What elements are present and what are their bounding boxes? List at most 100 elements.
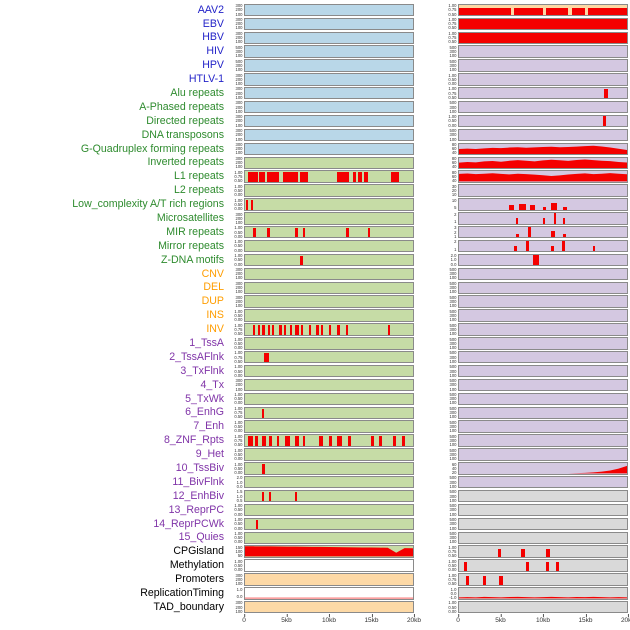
track-label: L1 repeats	[173, 170, 224, 183]
track-label: DNA transposons	[141, 128, 224, 141]
track-label: G-Quadruplex forming repeats	[80, 142, 224, 155]
y-tick-label: 300	[449, 451, 457, 457]
y-tick-label: 0.75	[448, 21, 457, 27]
data-bar	[252, 228, 256, 238]
y-tick-label: 500	[449, 448, 457, 453]
y-tick-label: 0.50	[234, 312, 243, 318]
track-panel-left	[244, 114, 414, 128]
y-tick-label: 1.00	[448, 31, 457, 36]
y-tick-label: 300	[449, 104, 457, 110]
track-label: HIV	[206, 45, 224, 58]
y-tick-label: 100	[235, 81, 243, 86]
y-axis-ticks: 1.000.750.500.250.00	[414, 574, 458, 586]
y-tick-label: 200	[235, 76, 243, 82]
y-tick-label: 100	[449, 331, 457, 336]
y-tick-label: 0.00	[234, 539, 243, 544]
data-bar	[562, 240, 565, 252]
y-tick-label: 0.50	[234, 521, 243, 527]
y-tick-label: 0.50	[448, 581, 457, 586]
y-axis-ticks: 1.00 0.50 0.00	[228, 504, 244, 516]
data-bar	[526, 561, 530, 571]
x-tick-mark	[286, 614, 288, 618]
data-bar	[546, 548, 550, 557]
y-axis-ticks: 500 300 100	[414, 282, 458, 294]
track-panel-right	[458, 420, 628, 433]
y-axis-ticks: 30 20 10	[414, 185, 458, 197]
track-panel-right	[458, 198, 628, 211]
track-row: 9_Het 1.00 0.50 0.00 500 300 100	[4, 448, 630, 462]
y-tick-label: 300	[235, 281, 243, 286]
track-panel-left	[244, 489, 414, 503]
track-label: 15_Quies	[178, 531, 224, 544]
y-tick-label: 300	[235, 268, 243, 273]
y-tick-label: 300	[449, 396, 457, 402]
y-tick-label: 100	[449, 386, 457, 391]
y-tick-label: 100	[449, 275, 457, 280]
y-tick-label: 100	[235, 150, 243, 155]
y-axis-ticks: 500 300 100	[228, 60, 244, 72]
y-axis-ticks: 150 100 50	[228, 546, 244, 558]
y-tick-label: 300	[449, 354, 457, 360]
y-tick-label: 40	[451, 465, 457, 471]
y-tick-label: 40	[451, 150, 457, 155]
y-tick-label: 100	[449, 497, 457, 502]
y-tick-label: 1.00	[234, 323, 243, 328]
data-bar	[266, 172, 280, 182]
data-bar	[516, 218, 519, 224]
y-tick-label: 300	[235, 18, 243, 23]
track-panel-left	[244, 239, 414, 253]
y-tick-label: 0.00	[234, 456, 243, 461]
y-tick-label: 0.75	[448, 549, 457, 555]
data-bar	[387, 324, 391, 335]
y-tick-label: 500	[449, 365, 457, 370]
y-tick-label: 1.00	[234, 240, 243, 245]
y-tick-label: 0.50	[234, 178, 243, 183]
y-axis-ticks: 1.00 0.50 0.00	[228, 338, 244, 350]
y-tick-label: 300	[449, 49, 457, 55]
y-tick-label: 0.50	[234, 535, 243, 541]
y-tick-label: 100	[235, 275, 243, 280]
y-tick-label: 0.00	[234, 525, 243, 530]
y-axis-ticks: 500 300 100	[414, 532, 458, 544]
data-bar	[336, 172, 350, 182]
y-tick-label: 300	[235, 31, 243, 36]
y-tick-label: 0.50	[234, 424, 243, 430]
track-panel-right	[458, 156, 628, 169]
y-axis-ticks: 2.0 1.0 0.0	[228, 476, 244, 488]
track-panel-left	[244, 392, 414, 406]
y-tick-label: 300	[449, 479, 457, 485]
y-tick-label: 500	[449, 393, 457, 398]
track-row: HIV 500 300 100 500 300 100	[4, 45, 630, 59]
x-tick-mark	[542, 614, 544, 618]
track-label: 9_Het	[195, 448, 224, 461]
data-bar	[352, 172, 356, 182]
y-tick-label: 0.00	[234, 511, 243, 516]
y-tick-label: 100	[235, 581, 243, 586]
y-axis-ticks: 300 200 100	[228, 115, 244, 127]
track-label: HTLV-1	[188, 73, 224, 86]
y-tick-label: 100	[235, 289, 243, 294]
y-tick-label: 0.50	[448, 562, 457, 568]
y-tick-label: 0.75	[234, 410, 243, 416]
y-axis-ticks: 500 300 100	[414, 421, 458, 433]
y-tick-label: 0.50	[234, 368, 243, 374]
y-tick-label: 60	[451, 462, 457, 467]
data-bar	[532, 254, 539, 266]
y-tick-label: 100	[235, 94, 243, 100]
track-label: EBV	[202, 17, 224, 30]
y-tick-label: 100	[449, 344, 457, 350]
data-bar	[250, 200, 253, 210]
y-tick-label: 0.00	[234, 372, 243, 377]
y-tick-label: 1.0	[236, 587, 243, 592]
data-bar	[302, 436, 306, 446]
data-bar	[514, 7, 543, 16]
track-row: L2 repeats 1.00 0.50 0.00 30 20 10	[4, 184, 630, 198]
y-tick-label: 1.00	[234, 184, 243, 189]
y-tick-label: 300	[235, 87, 243, 92]
data-bar	[497, 548, 501, 557]
y-axis-ticks: 500 300 100	[414, 518, 458, 530]
track-row: 14_ReprPCWk 1.00 0.50 0.00 500 300 100	[4, 517, 630, 531]
track-panel-left	[244, 378, 414, 392]
